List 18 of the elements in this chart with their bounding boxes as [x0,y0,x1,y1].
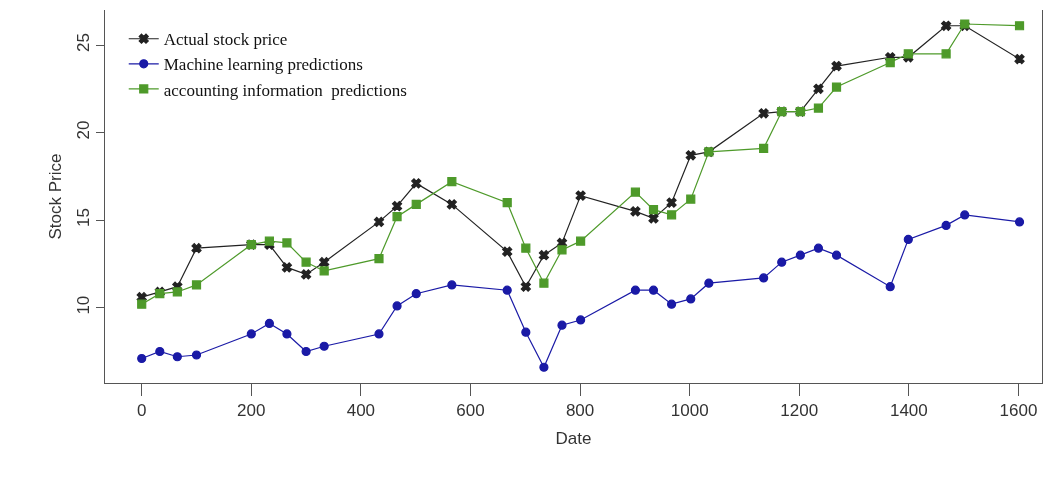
y-tick-label: 20 [74,120,94,140]
x-tick-label: 1200 [780,401,819,421]
legend-label: accounting information predictions [163,80,407,100]
x-tick-label: 800 [565,401,595,421]
x-tick-label: 1400 [889,401,928,421]
x-tick-label: 1000 [670,401,709,421]
y-tick-label: 15 [74,208,94,228]
x-tick-label: 0 [136,401,147,421]
x-tick-label: 200 [237,401,266,421]
y-tick-label: 25 [74,33,94,52]
y-tick-label: 10 [74,295,94,315]
y-axis-title: Stock Price [46,153,65,240]
legend-label: Machine learning predictions [163,55,363,75]
x-tick-label: 1600 [999,401,1038,421]
x-tick-label: 600 [456,401,485,421]
x-tick-label: 400 [346,401,376,421]
x-axis-title: Date [555,429,592,448]
legend-label: Actual stock price [163,30,288,50]
